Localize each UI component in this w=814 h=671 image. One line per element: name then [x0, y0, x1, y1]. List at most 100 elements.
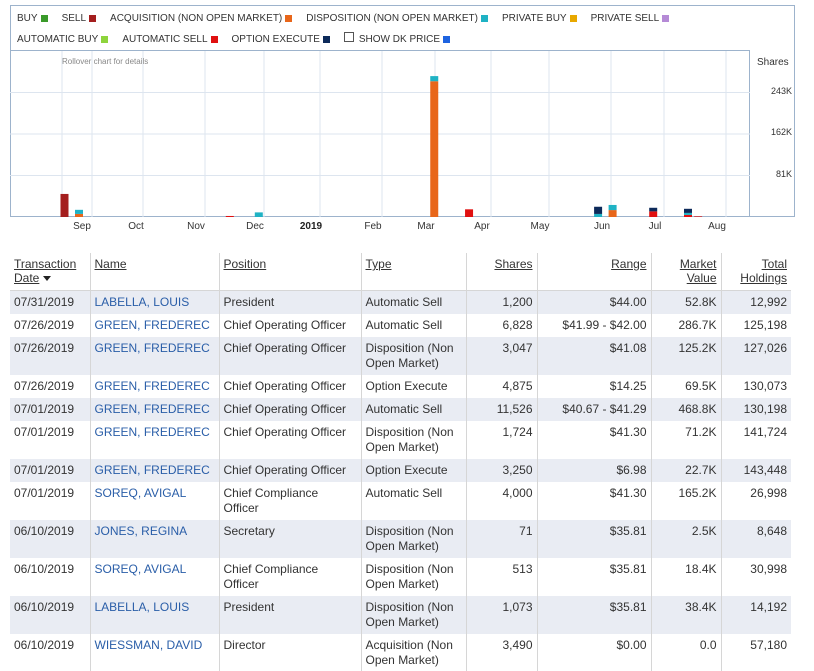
sort-desc-icon[interactable]	[43, 276, 52, 282]
cell-shares: 3,490	[465, 633, 537, 671]
show-dk-price-toggle[interactable]: SHOW DK PRICE	[343, 31, 451, 45]
chart-bar-option_execute[interactable]	[594, 206, 603, 214]
col-header-market-value[interactable]: Market Value	[650, 253, 721, 291]
chart-bar-disposition[interactable]	[254, 212, 263, 217]
cell-shares: 1,200	[465, 290, 537, 314]
x-tick-label: Jun	[593, 221, 611, 232]
x-tick-label: Feb	[364, 221, 382, 232]
col-header-total-holdings[interactable]: Total Holdings	[720, 253, 791, 291]
col-header-total-holdings-label[interactable]: Total Holdings	[740, 257, 787, 285]
legend-label: ACQUISITION (NON OPEN MARKET)	[110, 13, 283, 24]
cell-shares: 1,724	[465, 420, 537, 459]
insider-name-link[interactable]: GREEN, FREDEREC	[94, 340, 210, 355]
insider-name-link[interactable]: GREEN, FREDEREC	[94, 424, 210, 439]
cell-date: 07/26/2019	[14, 317, 75, 332]
cell-position: Chief Operating Officer	[218, 420, 361, 459]
chart-bar-auto_sell[interactable]	[225, 215, 234, 217]
chart-bar-auto_sell[interactable]	[694, 216, 703, 217]
chart-bar-auto_sell[interactable]	[649, 211, 658, 217]
chart-bar-option_execute[interactable]	[684, 208, 692, 213]
col-header-name[interactable]: Name	[89, 253, 219, 291]
chart-bar-option_execute[interactable]	[649, 207, 658, 212]
chart-bar-auto_sell[interactable]	[684, 214, 692, 217]
cell-type: Disposition (Non Open Market)	[360, 336, 466, 375]
col-header-date-label[interactable]: Transaction Date	[14, 257, 77, 285]
cell-range: $44.00	[536, 290, 651, 314]
cell-name: GREEN, FREDEREC	[89, 420, 219, 459]
chart-bar-acquisition[interactable]	[430, 81, 439, 217]
legend-item-sell[interactable]: SELL	[61, 13, 97, 24]
cell-date: 07/01/2019	[14, 485, 75, 500]
legend-item-buy[interactable]: BUY	[17, 13, 48, 24]
col-header-position[interactable]: Position	[218, 253, 361, 291]
chart-bar-disposition[interactable]	[75, 209, 83, 214]
legend-item-option-execute[interactable]: OPTION EXECUTE	[232, 34, 330, 45]
insider-name-link[interactable]: LABELLA, LOUIS	[94, 599, 190, 614]
chart-bar-disposition[interactable]	[608, 204, 617, 211]
legend-label: AUTOMATIC BUY	[17, 34, 99, 45]
cell-market-value: 0.0	[650, 633, 721, 671]
col-header-range[interactable]: Range	[536, 253, 651, 291]
chart-bar-disposition[interactable]	[684, 212, 692, 215]
cell-shares: 4,875	[465, 374, 537, 398]
col-header-shares-label[interactable]: Shares	[494, 257, 533, 271]
chart-plot-area[interactable]: Rollover chart for details	[10, 50, 750, 217]
cell-position: Director	[218, 633, 361, 671]
chart-bar-disposition[interactable]	[430, 76, 439, 82]
col-header-date[interactable]: Transaction Date	[10, 253, 90, 291]
cell-range: $35.81	[536, 557, 651, 596]
legend-item-automatic-buy[interactable]: AUTOMATIC BUY	[17, 34, 109, 45]
insider-name-link[interactable]: LABELLA, LOUIS	[94, 294, 190, 309]
insider-name-link[interactable]: GREEN, FREDEREC	[94, 401, 210, 416]
insider-name-link[interactable]: SOREQ, AVIGAL	[94, 561, 187, 576]
legend-item-acquisition-non-open-market[interactable]: ACQUISITION (NON OPEN MARKET)	[110, 13, 293, 24]
legend-item-private-buy[interactable]: PRIVATE BUY	[502, 13, 577, 24]
legend-item-disposition-non-open-market[interactable]: DISPOSITION (NON OPEN MARKET)	[306, 13, 488, 24]
legend-row-2: AUTOMATIC BUY AUTOMATIC SELL OPTION EXECUT…	[17, 31, 464, 45]
legend-item-automatic-sell[interactable]: AUTOMATIC SELL	[122, 34, 218, 45]
legend-row-1: BUY SELL ACQUISITION (NON OPEN MARKET) DISP…	[17, 13, 683, 24]
col-header-shares[interactable]: Shares	[465, 253, 537, 291]
col-header-type[interactable]: Type	[360, 253, 466, 291]
cell-market-value: 71.2K	[650, 420, 721, 459]
table-header-row: Transaction Date Name Position Type Shar…	[10, 253, 791, 291]
chart-bar-acquisition[interactable]	[608, 210, 617, 217]
table-row: 07/26/2019 GREEN, FREDEREC Chief Operating…	[10, 336, 791, 375]
legend-swatch	[285, 15, 293, 22]
show-dk-price-swatch	[443, 36, 451, 43]
insider-name-link[interactable]: SOREQ, AVIGAL	[94, 485, 187, 500]
cell-name: LABELLA, LOUIS	[89, 595, 219, 634]
cell-market-value: 165.2K	[650, 481, 721, 520]
cell-name: LABELLA, LOUIS	[89, 290, 219, 314]
show-dk-price-checkbox[interactable]	[343, 31, 354, 42]
x-tick-label: Nov	[187, 221, 205, 232]
col-header-range-label[interactable]: Range	[611, 257, 647, 271]
cell-market-value: 38.4K	[650, 595, 721, 634]
cell-type: Option Execute	[360, 458, 466, 482]
insider-name-link[interactable]: GREEN, FREDEREC	[94, 462, 210, 477]
cell-position: Chief Operating Officer	[218, 374, 361, 398]
legend-label: DISPOSITION (NON OPEN MARKET)	[306, 13, 478, 24]
chart-bar-disposition[interactable]	[594, 213, 603, 217]
legend-label: SELL	[61, 13, 87, 24]
chart-svg	[10, 51, 750, 217]
legend-swatch	[662, 15, 670, 22]
chart-bar-auto_sell[interactable]	[465, 209, 474, 217]
legend-swatch	[101, 36, 109, 43]
cell-position: Chief Operating Officer	[218, 336, 361, 375]
table-row: 06/10/2019 WIESSMAN, DAVID Director Acquisi…	[10, 633, 791, 671]
insider-name-link[interactable]: GREEN, FREDEREC	[94, 317, 210, 332]
col-header-position-label[interactable]: Position	[223, 257, 267, 271]
chart-bar-sell[interactable]	[60, 193, 69, 217]
legend-item-private-sell[interactable]: PRIVATE SELL	[591, 13, 670, 24]
insider-name-link[interactable]: WIESSMAN, DAVID	[94, 637, 203, 652]
insider-name-link[interactable]: JONES, REGINA	[94, 523, 188, 538]
cell-shares: 3,250	[465, 458, 537, 482]
col-header-type-label[interactable]: Type	[365, 257, 392, 271]
chart-bar-acquisition[interactable]	[75, 213, 83, 217]
col-header-market-value-label[interactable]: Market Value	[679, 257, 717, 285]
insider-name-link[interactable]: GREEN, FREDEREC	[94, 378, 210, 393]
cell-name: GREEN, FREDEREC	[89, 336, 219, 375]
col-header-name-label[interactable]: Name	[94, 257, 127, 271]
cell-date: 07/31/2019	[10, 290, 90, 314]
